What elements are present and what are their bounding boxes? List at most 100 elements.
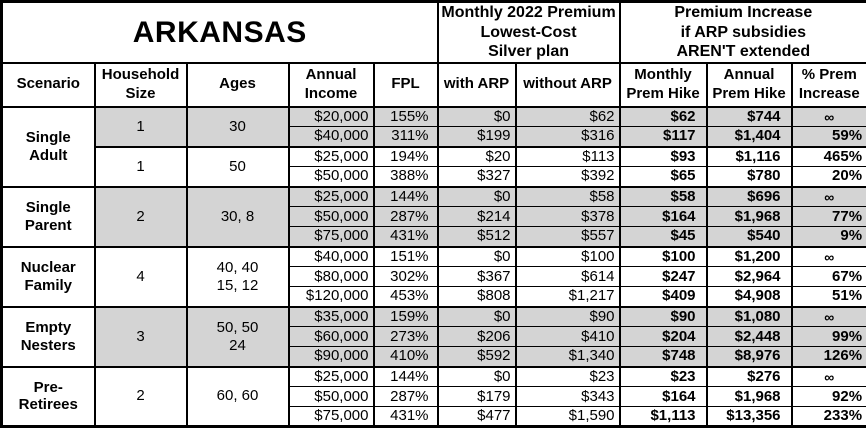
without-arp-cell: $90	[514, 305, 621, 328]
annual-hike-cell: $1,404	[705, 126, 793, 148]
monthly-hike-cell: $23	[618, 365, 708, 388]
table-row: Empty Nesters 3 50, 50 24 $35,000 159% $…	[0, 305, 866, 368]
without-arp-cell: $1,590	[514, 406, 621, 428]
monthly-hike-cell: $247	[618, 266, 708, 288]
col-header-ages: Ages	[185, 61, 290, 108]
with-arp-cell: $0	[436, 105, 517, 128]
premium-group-header: Monthly 2022 Premium Lowest-Cost Silver …	[436, 0, 621, 64]
pct-increase-cell: 9%	[790, 226, 866, 248]
state-title: ARKANSAS	[0, 0, 439, 64]
with-arp-cell: $0	[436, 185, 517, 208]
income-cell: $20,000	[287, 105, 375, 128]
with-arp-cell: $20	[436, 145, 517, 168]
table-row: $50,000 388% $327 $392 $65 $780 20%	[2, 166, 866, 188]
monthly-hike-cell: $90	[618, 305, 708, 328]
pct-increase-cell: ∞	[790, 105, 866, 128]
household-size-cell: 2	[93, 365, 188, 428]
with-arp-cell: $214	[436, 206, 517, 228]
income-cell: $60,000	[287, 326, 375, 348]
table-row: 1 50 $25,000 194% $20 $113 $93 $1,116 46…	[2, 145, 866, 188]
with-arp-cell: $477	[436, 406, 517, 428]
pct-increase-cell: 92%	[790, 386, 866, 408]
title-row: ARKANSAS Monthly 2022 Premium Lowest-Cos…	[0, 0, 866, 64]
col-header-fpl: FPL	[372, 61, 439, 108]
scenario-cell: Single Adult	[0, 105, 96, 188]
pct-increase-cell: 465%	[790, 145, 866, 168]
pct-increase-cell: 20%	[790, 166, 866, 188]
without-arp-cell: $58	[514, 185, 621, 208]
with-arp-cell: $367	[436, 266, 517, 288]
col-header-pct-prem-increase: % Prem Increase	[790, 61, 866, 108]
income-cell: $75,000	[287, 406, 375, 428]
table-row: $80,000 302% $367 $614 $247 $2,964 67%	[2, 266, 866, 288]
table-row: $75,000 431% $512 $557 $45 $540 9%	[2, 226, 866, 248]
fpl-cell: 287%	[372, 206, 439, 228]
fpl-cell: 159%	[372, 305, 439, 328]
without-arp-cell: $378	[514, 206, 621, 228]
income-cell: $75,000	[287, 226, 375, 248]
table-row: Pre- Retirees 2 60, 60 $25,000 144% $0 $…	[0, 365, 866, 428]
monthly-hike-cell: $100	[618, 245, 708, 268]
pct-increase-cell: 77%	[790, 206, 866, 228]
ages-cell: 30, 8	[185, 185, 290, 248]
with-arp-cell: $0	[436, 245, 517, 268]
table-row: Nuclear Family 4 40, 40 15, 12 $40,000 1…	[0, 245, 866, 308]
monthly-hike-cell: $164	[618, 386, 708, 408]
without-arp-cell: $100	[514, 245, 621, 268]
annual-hike-cell: $2,964	[705, 266, 793, 288]
pct-increase-cell: ∞	[790, 185, 866, 208]
pct-increase-cell: 99%	[790, 326, 866, 348]
with-arp-cell: $327	[436, 166, 517, 188]
scenario-cell: Pre- Retirees	[0, 365, 96, 428]
pct-increase-cell: 51%	[790, 286, 866, 308]
scenario-cell: Empty Nesters	[0, 305, 96, 368]
monthly-hike-cell: $93	[618, 145, 708, 168]
income-cell: $25,000	[287, 365, 375, 388]
without-arp-cell: $1,217	[514, 286, 621, 308]
annual-hike-cell: $2,448	[705, 326, 793, 348]
scenario-cell: Nuclear Family	[0, 245, 96, 308]
fpl-cell: 311%	[372, 126, 439, 148]
monthly-hike-cell: $58	[618, 185, 708, 208]
monthly-hike-cell: $117	[618, 126, 708, 148]
fpl-cell: 287%	[372, 386, 439, 408]
pct-increase-cell: 233%	[790, 406, 866, 428]
ages-cell: 50	[185, 145, 290, 188]
annual-hike-cell: $13,356	[705, 406, 793, 428]
ages-cell: 50, 50 24	[185, 305, 290, 368]
col-header-monthly-prem-hike: Monthly Prem Hike	[618, 61, 708, 108]
with-arp-cell: $0	[436, 365, 517, 388]
annual-hike-cell: $1,080	[705, 305, 793, 328]
annual-hike-cell: $276	[705, 365, 793, 388]
without-arp-cell: $1,340	[514, 346, 621, 368]
without-arp-cell: $557	[514, 226, 621, 248]
with-arp-cell: $0	[436, 305, 517, 328]
with-arp-cell: $512	[436, 226, 517, 248]
without-arp-cell: $410	[514, 326, 621, 348]
household-size-cell: 2	[93, 185, 188, 248]
annual-hike-cell: $540	[705, 226, 793, 248]
income-cell: $80,000	[287, 266, 375, 288]
without-arp-cell: $62	[514, 105, 621, 128]
income-cell: $120,000	[287, 286, 375, 308]
pct-increase-cell: 126%	[790, 346, 866, 368]
fpl-cell: 431%	[372, 226, 439, 248]
monthly-hike-cell: $164	[618, 206, 708, 228]
fpl-cell: 453%	[372, 286, 439, 308]
monthly-hike-cell: $65	[618, 166, 708, 188]
pct-increase-cell: ∞	[790, 365, 866, 388]
col-header-with-arp: with ARP	[436, 61, 517, 108]
ages-cell: 60, 60	[185, 365, 290, 428]
income-cell: $50,000	[287, 166, 375, 188]
pct-increase-cell: ∞	[790, 245, 866, 268]
col-header-scenario: Scenario	[0, 61, 96, 108]
table-row: $75,000 431% $477 $1,590 $1,113 $13,356 …	[2, 406, 866, 428]
with-arp-cell: $179	[436, 386, 517, 408]
with-arp-cell: $199	[436, 126, 517, 148]
pct-increase-cell: 59%	[790, 126, 866, 148]
income-cell: $25,000	[287, 145, 375, 168]
fpl-cell: 144%	[372, 365, 439, 388]
without-arp-cell: $392	[514, 166, 621, 188]
with-arp-cell: $206	[436, 326, 517, 348]
fpl-cell: 410%	[372, 346, 439, 368]
